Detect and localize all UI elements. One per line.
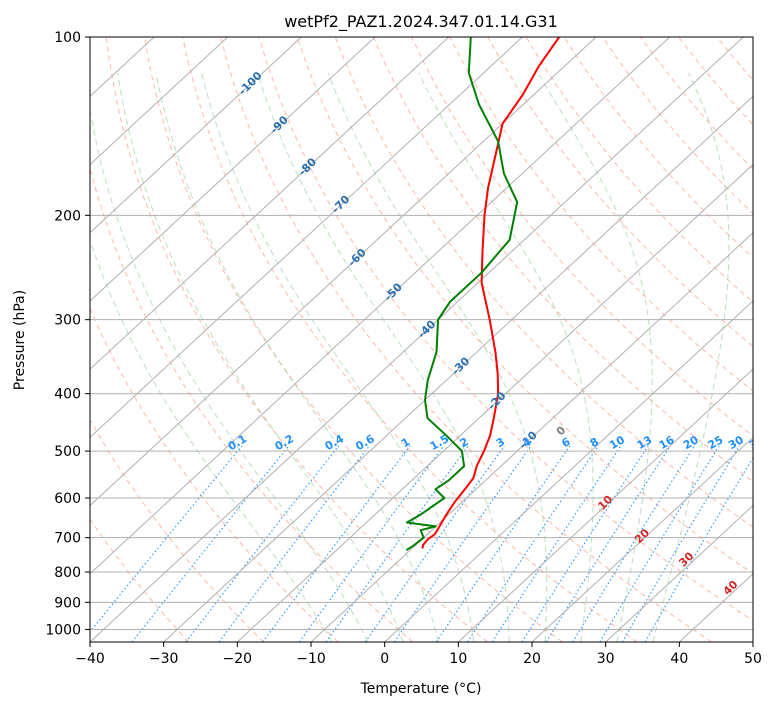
moist-adiabat-line [418, 72, 594, 642]
y-axis-label: Pressure (hPa) [12, 290, 28, 390]
moist-adiabat-line [257, 72, 510, 642]
mixing-ratio-line [325, 445, 469, 642]
dry-adiabat-line [90, 418, 264, 642]
dry-adiabat-line [411, 37, 753, 437]
mixing-ratio-line [185, 445, 340, 642]
moist-adiabat-line [327, 72, 548, 642]
isotherm-line [90, 37, 450, 370]
moist-adiabat-line [155, 72, 439, 642]
isotherm-line [605, 504, 753, 642]
y-tick-label: 600 [54, 491, 81, 507]
isotherm-line [90, 37, 376, 302]
dry-adiabat-line [525, 37, 753, 303]
mixing-ratio-line [491, 445, 622, 642]
isotherm-line [90, 37, 229, 166]
moist-adiabat-line [90, 106, 369, 642]
y-tick-label: 700 [54, 531, 81, 547]
dewpoint-profile-line [405, 37, 519, 552]
mixing-ratio-line [621, 445, 741, 642]
isotherm-line [0, 37, 7, 642]
dry-adiabat-line [90, 307, 339, 642]
y-tick-label: 800 [54, 565, 81, 581]
dry-adiabat-line [372, 37, 753, 482]
x-tick-label: 0 [380, 651, 389, 667]
plot-frame [89, 36, 754, 643]
moist-adiabat-line [652, 72, 730, 642]
x-tick-label: −40 [75, 651, 105, 667]
isotherm-line [236, 163, 753, 642]
dry-adiabat-line [258, 37, 753, 622]
isotherm-line [90, 37, 523, 439]
isotherm-line [384, 300, 753, 642]
background-lines [0, 37, 775, 642]
isotherm-line [90, 37, 597, 507]
y-tick-label: 300 [54, 313, 81, 329]
dry-adiabat-line [755, 37, 775, 642]
moist-adiabat-line [201, 72, 475, 642]
isotherm-line [531, 436, 753, 642]
mixing-ratio-line [572, 445, 695, 642]
isotherm-line [90, 37, 302, 234]
mixing-ratio-line [364, 445, 505, 642]
x-tick-label: −20 [223, 651, 253, 667]
x-tick-label: 50 [744, 651, 762, 667]
y-tick-label: 500 [54, 444, 81, 460]
y-tick-label: 200 [54, 208, 81, 224]
y-tick-label: 100 [54, 30, 81, 46]
x-tick-label: 30 [597, 651, 615, 667]
chart-title: wetPf2_PAZ1.2024.347.01.14.G31 [284, 12, 558, 32]
mixing-ratio-line [218, 445, 370, 642]
x-tick-label: −30 [149, 651, 179, 667]
moist-adiabat-line [90, 238, 333, 642]
x-tick-label: −10 [296, 651, 326, 667]
y-axis-ticks: 100 200 300 400 500 600 700 800 900 1000 [45, 30, 90, 638]
isotherm-line [457, 368, 753, 642]
y-tick-label: 900 [54, 595, 81, 611]
dry-adiabat-line [105, 37, 488, 642]
x-tick-label: 10 [449, 651, 467, 667]
isotherm-line [752, 641, 753, 642]
dry-adiabat-line [296, 37, 753, 575]
mixing-ratio-line [466, 445, 599, 642]
y-tick-label: 400 [54, 387, 81, 403]
dry-adiabat-line [182, 37, 638, 642]
isotherm-line [90, 37, 671, 575]
isotherm-line [163, 95, 753, 642]
dry-adiabat-line [90, 518, 190, 642]
mixing-ratio-line [521, 445, 649, 642]
dry-adiabat-line [143, 37, 563, 642]
mixing-ratio-line [599, 445, 720, 642]
mixing-ratio-line [131, 445, 290, 642]
mixing-ratio-label: 36 [747, 433, 767, 452]
profile-lines [405, 37, 561, 552]
x-axis-label: Temperature (°C) [360, 681, 482, 697]
mixing-ratio-line [545, 445, 671, 642]
temperature-profile-line [421, 37, 561, 549]
isotherm-line [90, 37, 744, 642]
x-tick-label: 40 [670, 651, 688, 667]
mixing-ratio-line [262, 445, 411, 642]
y-tick-label: 1000 [45, 622, 81, 638]
x-tick-label: 20 [523, 651, 541, 667]
x-axis-ticks: −40 −30 −20 −10 0 10 20 30 40 50 [75, 642, 762, 667]
moist-adiabat-line [117, 72, 404, 642]
plot-background [90, 37, 753, 642]
mixing-ratio-line [435, 445, 571, 642]
